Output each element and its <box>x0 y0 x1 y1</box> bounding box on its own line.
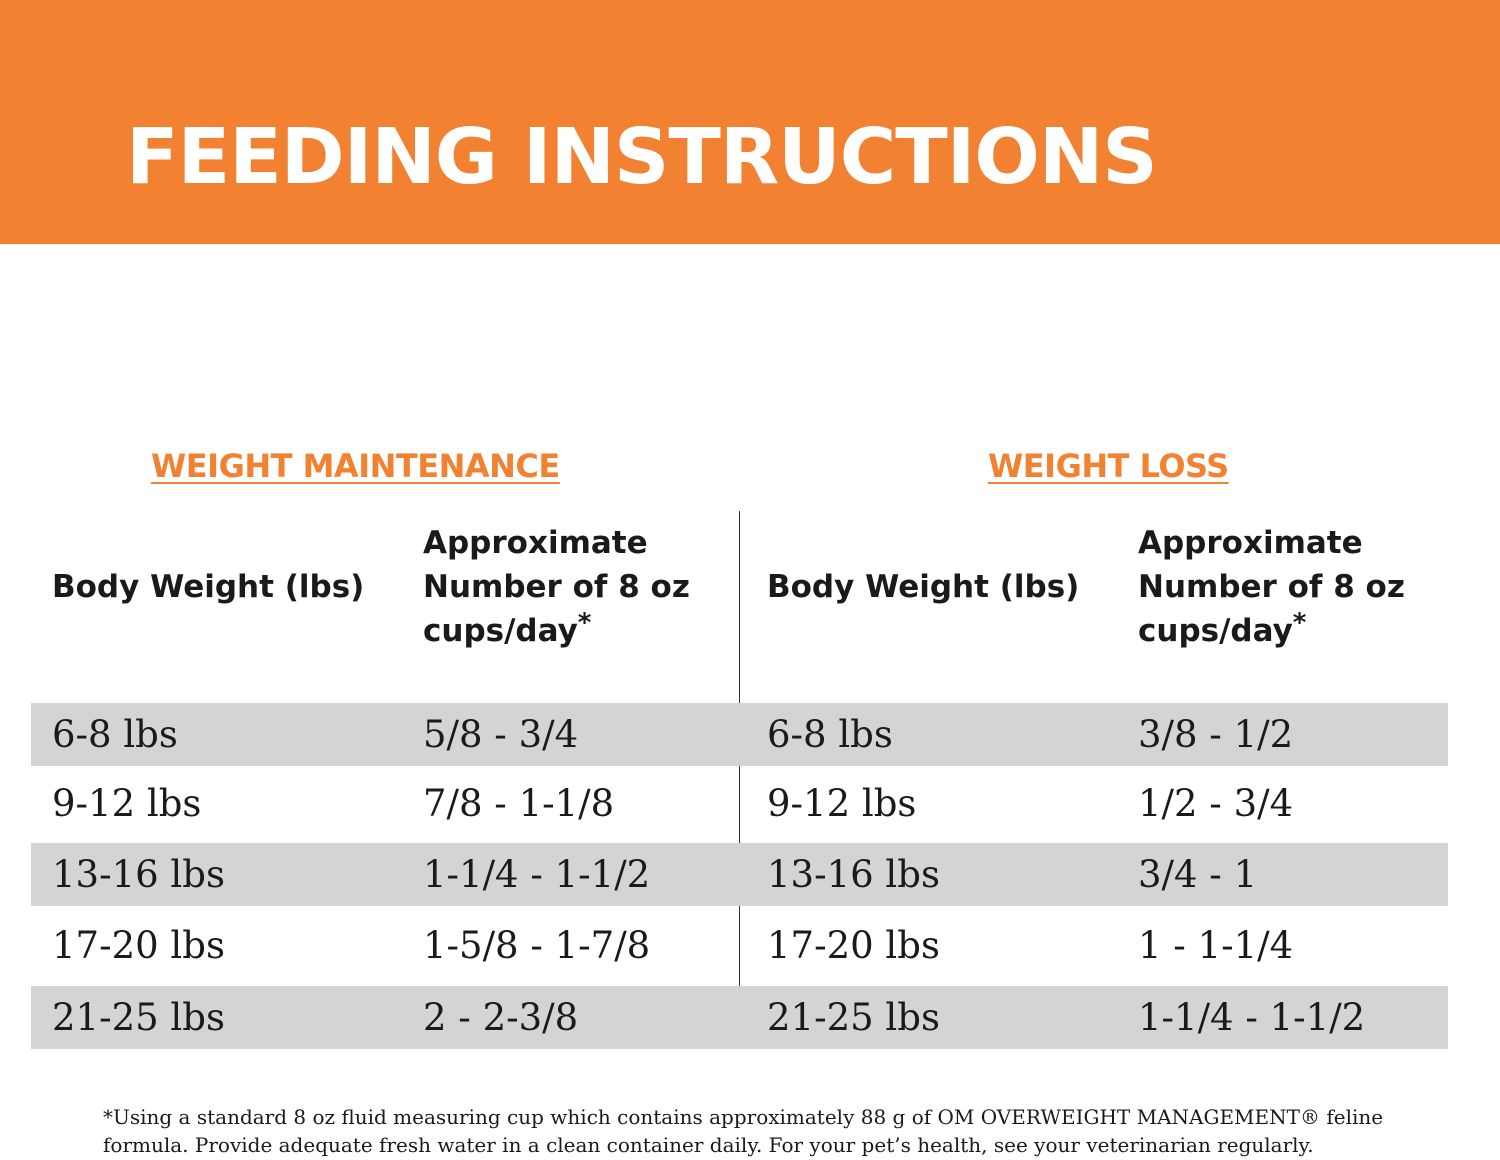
cups-header-line2: Number of 8 oz <box>423 569 690 605</box>
loss-cups-cell: 1-1/4 - 1-1/2 <box>1138 996 1366 1039</box>
loss-weight-cell: 21-25 lbs <box>767 996 940 1039</box>
cups-header-line2: Number of 8 oz <box>1138 569 1405 605</box>
page-title: FEEDING INSTRUCTIONS <box>126 113 1158 202</box>
footnote: *Using a standard 8 oz fluid measuring c… <box>103 1105 1384 1157</box>
loss-weight-cell: 6-8 lbs <box>767 713 893 756</box>
footnote-asterisk: * <box>577 608 592 638</box>
loss-cups-cell: 1/2 - 3/4 <box>1138 782 1294 825</box>
maintenance-cups-cell: 1-5/8 - 1-7/8 <box>423 924 651 967</box>
header-banner: FEEDING INSTRUCTIONS <box>0 0 1500 244</box>
maintenance-cups-cell: 1-1/4 - 1-1/2 <box>423 853 651 896</box>
loss-weight-cell: 13-16 lbs <box>767 853 940 896</box>
table-row: 13-16 lbs 1-1/4 - 1-1/2 13-16 lbs 3/4 - … <box>31 843 1448 906</box>
column-divider <box>739 511 740 1049</box>
loss-cups-cell: 3/4 - 1 <box>1138 853 1258 896</box>
loss-cups-cell: 3/8 - 1/2 <box>1138 713 1294 756</box>
maintenance-cups-header: Approximate Number of 8 oz cups/day* <box>423 521 690 653</box>
maintenance-cups-cell: 7/8 - 1-1/8 <box>423 782 615 825</box>
maintenance-weight-cell: 9-12 lbs <box>52 782 202 825</box>
maintenance-cups-cell: 2 - 2-3/8 <box>423 996 579 1039</box>
table-row: 9-12 lbs 7/8 - 1-1/8 9-12 lbs 1/2 - 3/4 <box>31 772 1448 835</box>
table-row: 6-8 lbs 5/8 - 3/4 6-8 lbs 3/8 - 1/2 <box>31 703 1448 766</box>
cups-header-line1: Approximate <box>423 525 648 561</box>
loss-body-weight-header: Body Weight (lbs) <box>767 569 1080 605</box>
maintenance-body-weight-header: Body Weight (lbs) <box>52 569 365 605</box>
cups-header-line3: cups/day <box>1138 613 1293 649</box>
table-row: 21-25 lbs 2 - 2-3/8 21-25 lbs 1-1/4 - 1-… <box>31 986 1448 1049</box>
weight-maintenance-title: WEIGHT MAINTENANCE <box>151 447 560 485</box>
footnote-asterisk: * <box>1292 608 1307 638</box>
weight-loss-title: WEIGHT LOSS <box>988 447 1229 485</box>
maintenance-weight-cell: 17-20 lbs <box>52 924 225 967</box>
loss-cups-header: Approximate Number of 8 oz cups/day* <box>1138 521 1405 653</box>
maintenance-weight-cell: 6-8 lbs <box>52 713 178 756</box>
cups-header-line1: Approximate <box>1138 525 1363 561</box>
cups-header-line3: cups/day <box>423 613 578 649</box>
loss-weight-cell: 9-12 lbs <box>767 782 917 825</box>
loss-cups-cell: 1 - 1-1/4 <box>1138 924 1294 967</box>
maintenance-cups-cell: 5/8 - 3/4 <box>423 713 579 756</box>
maintenance-weight-cell: 21-25 lbs <box>52 996 225 1039</box>
maintenance-weight-cell: 13-16 lbs <box>52 853 225 896</box>
loss-weight-cell: 17-20 lbs <box>767 924 940 967</box>
table-row: 17-20 lbs 1-5/8 - 1-7/8 17-20 lbs 1 - 1-… <box>31 914 1448 977</box>
